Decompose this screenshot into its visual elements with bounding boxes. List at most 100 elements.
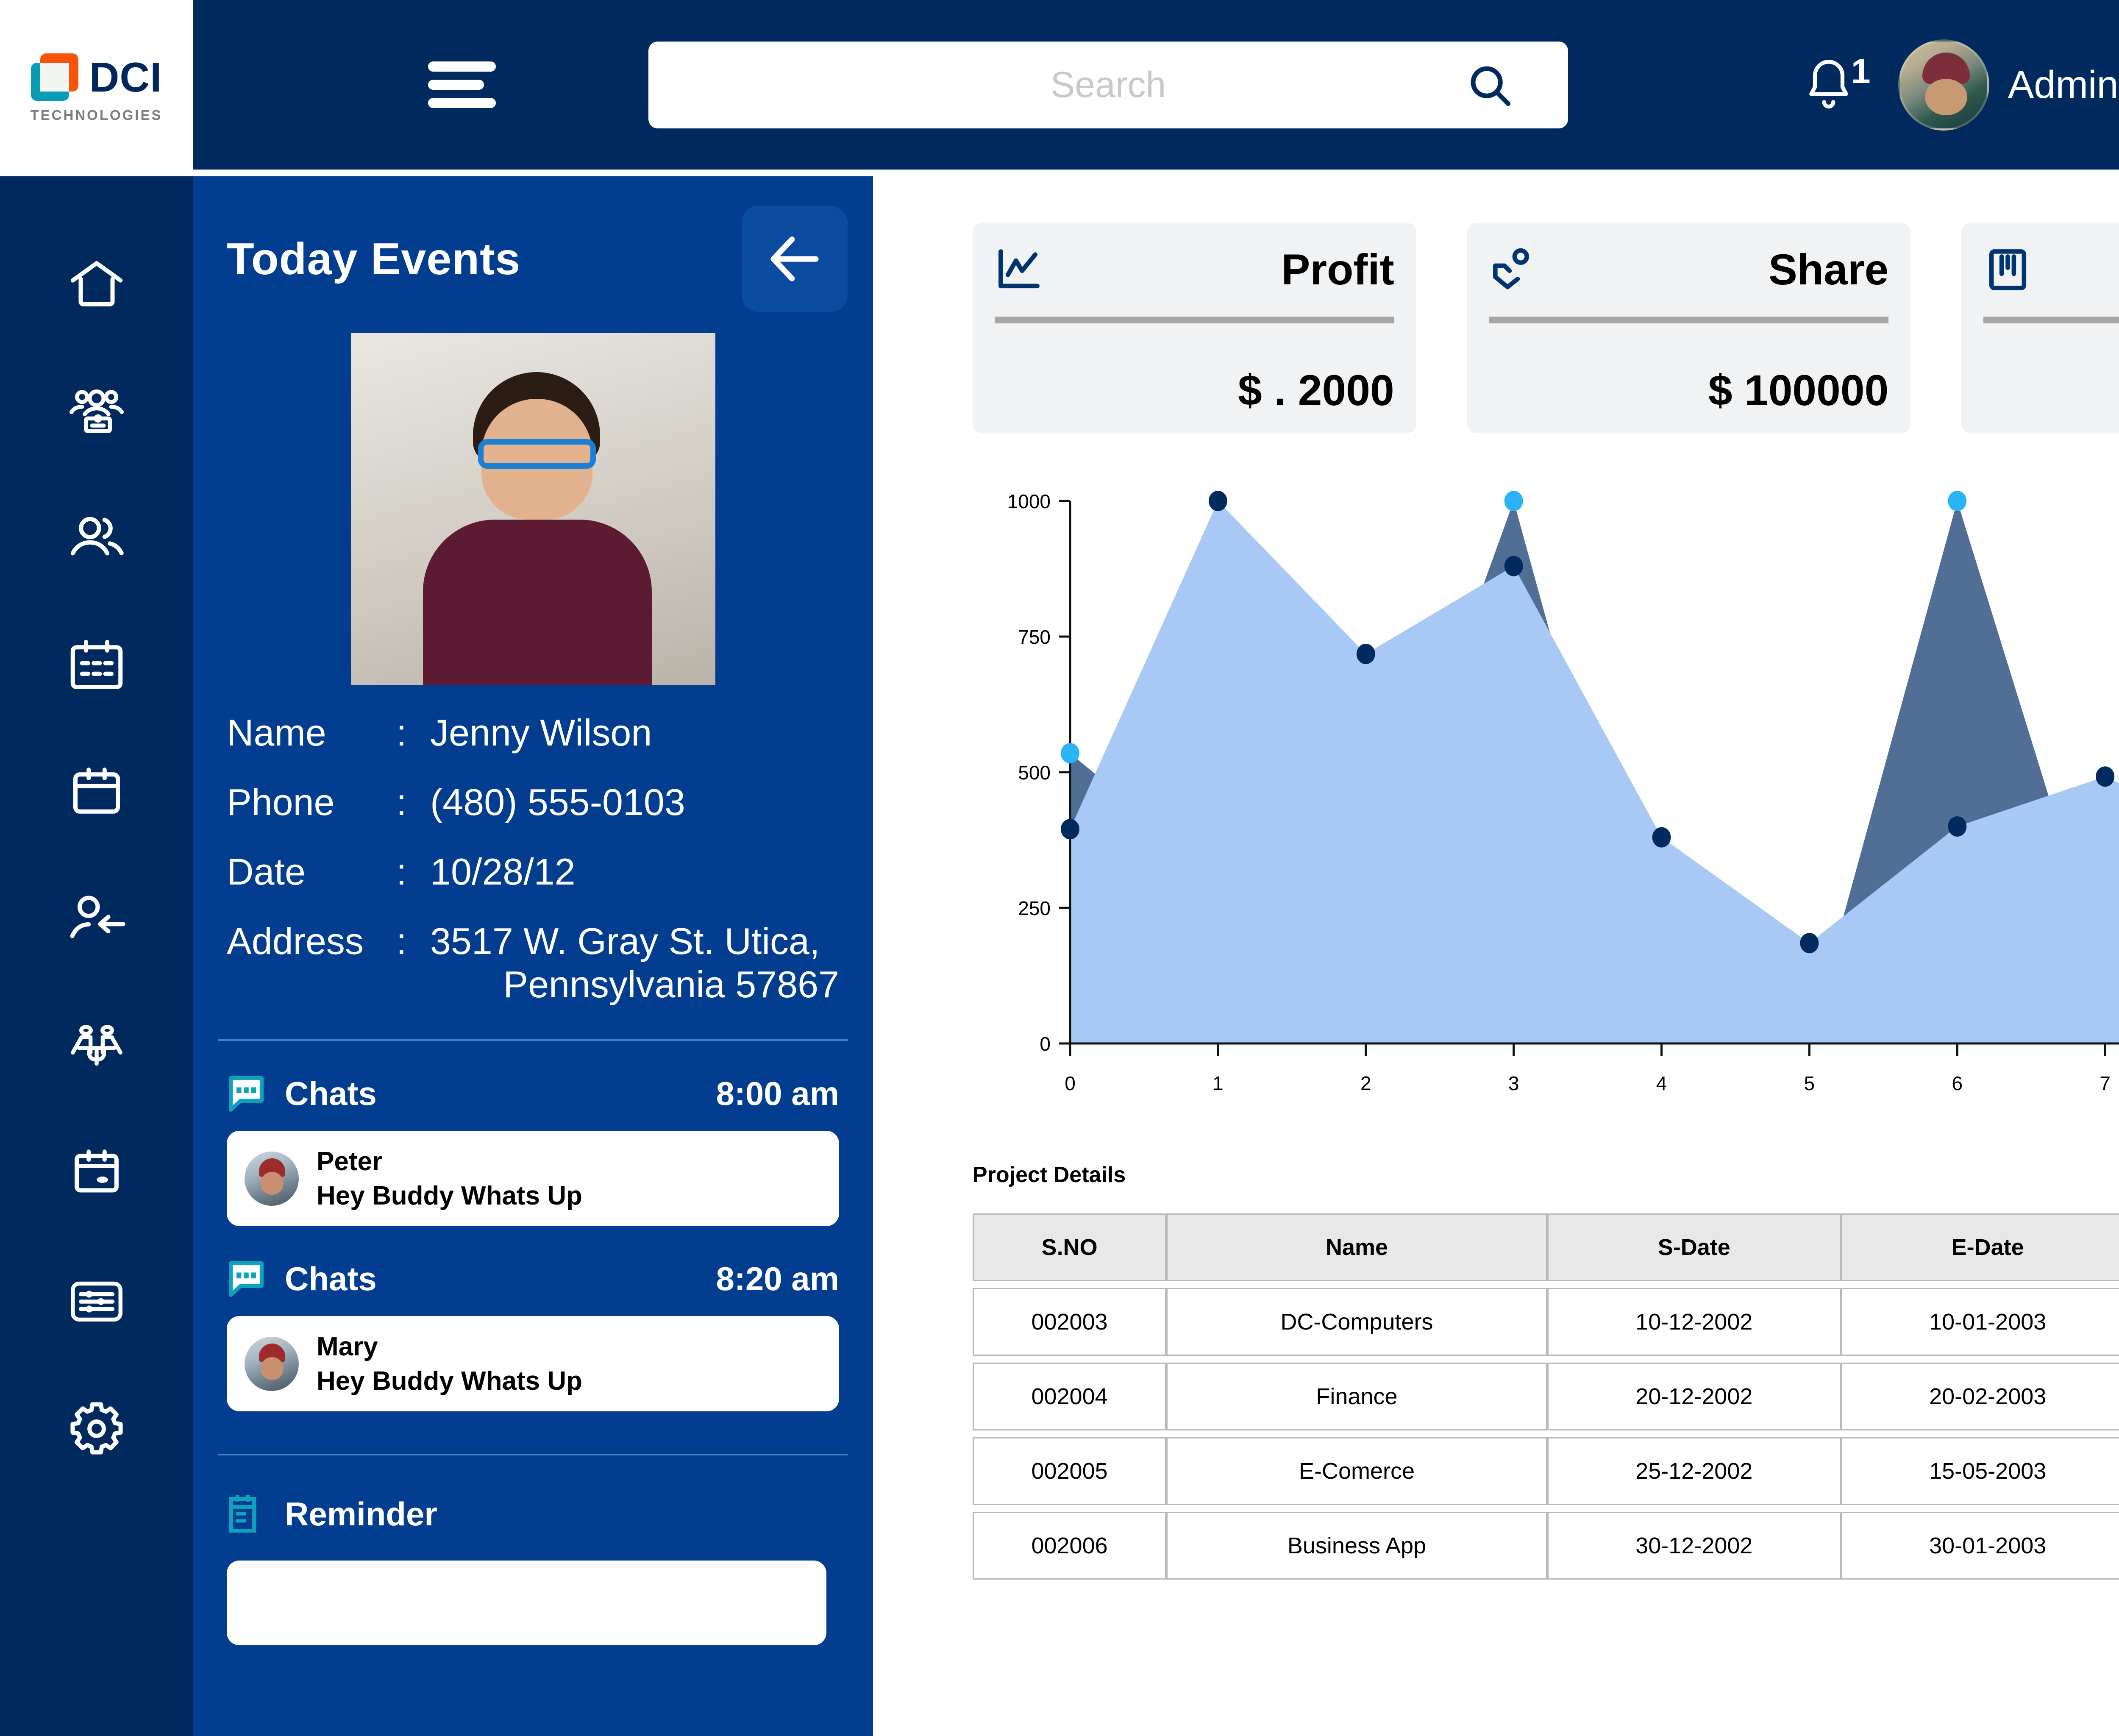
chat-message: Hey Buddy Whats Up [317, 1181, 582, 1210]
kpi-card-share[interactable]: Share $ 100000 [1467, 223, 1911, 433]
contact-address-value: 3517 W. Gray St. Utica, Pennsylvania 578… [430, 920, 839, 1006]
chart-data-point[interactable] [1061, 819, 1079, 840]
chart-data-point[interactable] [1652, 827, 1671, 848]
contact-date-value: 10/28/12 [430, 851, 576, 893]
chart-data-point[interactable] [1800, 933, 1819, 954]
chart-data-point[interactable] [1504, 491, 1523, 511]
reminder-divider [218, 1454, 848, 1455]
table-column-header: S.NO [973, 1213, 1167, 1281]
sidebar-item-meeting[interactable] [65, 1015, 128, 1079]
chart-x-tick-label: 0 [1065, 1072, 1076, 1094]
sidebar-item-calendar[interactable] [65, 761, 128, 825]
sidebar-item-team[interactable] [65, 380, 128, 443]
contact-date-label: Date [227, 851, 306, 893]
kpi-card-profit[interactable]: Profit $ . 2000 [973, 223, 1416, 433]
chat-header: Chats 8:20 am [227, 1259, 839, 1298]
chat-text: Mary Hey Buddy Whats Up [317, 1332, 582, 1396]
search-input[interactable] [648, 41, 1568, 128]
list-item[interactable]: Mary Hey Buddy Whats Up [227, 1316, 839, 1411]
today-events-panel: Today Events Name : Jenny Wilson Phone :… [193, 176, 873, 1736]
logo-row: DCI [31, 53, 162, 101]
chart-data-point[interactable] [1061, 743, 1079, 764]
calendar-icon [73, 768, 120, 814]
sidebar-item-calendar-event[interactable] [65, 1143, 128, 1206]
chart-data-point[interactable] [2096, 766, 2115, 787]
divider [1983, 317, 2119, 323]
brand-name: DCI [89, 53, 162, 100]
users-icon [70, 517, 124, 556]
divider [995, 317, 1394, 323]
sidebar-item-login[interactable] [65, 888, 128, 952]
chat-title: Chats [285, 1074, 377, 1112]
hamburger-menu-icon[interactable] [428, 61, 496, 108]
avatar[interactable] [1898, 39, 1989, 131]
chart-area-series-1 [1070, 501, 2119, 1043]
page-title: Today Events [227, 234, 521, 284]
chat-bubble-icon [228, 1261, 264, 1297]
arrow-left-icon [770, 236, 819, 281]
line-chart-icon [998, 249, 1040, 289]
table-column-header: S-Date [1547, 1213, 1841, 1281]
main-content: Profit $ . 2000 Share $ 100000 [873, 176, 2119, 1736]
sidebar-item-users[interactable] [65, 507, 128, 570]
brand-logo[interactable]: DCI TECHNOLOGIES [0, 0, 193, 176]
chart-data-point[interactable] [1948, 816, 1967, 837]
table-cell: 002003 [973, 1288, 1167, 1356]
table-column-header: Name [1166, 1213, 1547, 1281]
table-cell: 002006 [973, 1512, 1167, 1580]
chat-sender: Peter [317, 1146, 383, 1176]
chat-time: 8:20 am [716, 1260, 839, 1297]
table-row[interactable]: 002003DC-Computers10-12-200210-01-2003Pe… [973, 1288, 2119, 1356]
reminder-title: Reminder [285, 1495, 437, 1533]
contact-phone-row: Phone : (480) 555-0103 [193, 781, 873, 824]
chat-message: Hey Buddy Whats Up [317, 1366, 582, 1396]
avatar [245, 1336, 299, 1391]
topbar-right-cluster: 1 Admin Log Out [1801, 0, 2119, 170]
brand-tagline: TECHNOLOGIES [30, 107, 163, 123]
contact-phone-label: Phone [227, 781, 335, 823]
table-body: 002003DC-Computers10-12-200210-01-2003Pe… [973, 1288, 2119, 1580]
list-item[interactable]: Peter Hey Buddy Whats Up [227, 1131, 839, 1226]
area-chart[interactable]: 025050075010000123456789 [973, 476, 2119, 1137]
kpi-card-project[interactable]: Project + 20 [1961, 223, 2119, 433]
back-button[interactable] [742, 206, 848, 312]
search-icon[interactable] [1466, 62, 1513, 111]
reminder-card[interactable] [227, 1561, 826, 1645]
sidebar-item-settings-sliders[interactable] [65, 1270, 128, 1333]
chart-data-point[interactable] [1504, 556, 1523, 576]
table-cell: 25-12-2002 [1547, 1437, 1841, 1505]
chart-x-tick-label: 5 [1804, 1072, 1815, 1094]
sidebar-item-calendar-grid[interactable] [65, 634, 128, 698]
events-header: Today Events [193, 176, 873, 312]
kpi-value: + 20 [1983, 366, 2119, 415]
chart-data-point[interactable] [1948, 491, 1967, 511]
reminder-header: Reminder [193, 1493, 873, 1535]
table-cell: 10-12-2002 [1547, 1288, 1841, 1356]
search-bar[interactable] [648, 41, 1568, 128]
contact-date-row: Date : 10/28/12 [193, 850, 873, 893]
chart-x-tick-label: 6 [1952, 1072, 1963, 1094]
table-title: Project Details [973, 1163, 1126, 1187]
panel-divider [218, 1039, 848, 1041]
table-cell: 15-05-2003 [1841, 1437, 2119, 1505]
contact-address-label: Address [227, 920, 364, 962]
sliders-icon [70, 1281, 122, 1322]
table-cell: 10-01-2003 [1841, 1288, 2119, 1356]
chart-data-point[interactable] [1356, 643, 1375, 664]
sidebar-item-home[interactable] [65, 253, 128, 316]
avatar [245, 1151, 299, 1206]
sidebar-item-settings[interactable] [65, 1397, 128, 1461]
user-name-label: Admin [2008, 63, 2119, 106]
table-cell: E-Comerce [1166, 1437, 1547, 1505]
kanban-icon [1989, 249, 2027, 290]
chart-x-tick-label: 1 [1212, 1072, 1224, 1094]
address-line-2: Pennsylvania 57867 [503, 963, 839, 1005]
kpi-top: Project [1983, 245, 2119, 295]
notifications-button[interactable]: 1 [1801, 42, 1880, 127]
chart-data-point[interactable] [1208, 491, 1227, 511]
